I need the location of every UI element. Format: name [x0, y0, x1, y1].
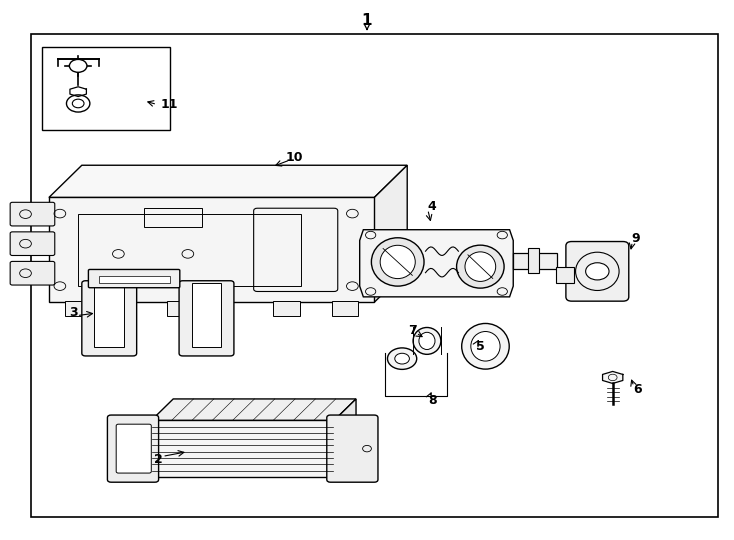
Polygon shape: [374, 165, 407, 302]
FancyBboxPatch shape: [10, 261, 55, 285]
Ellipse shape: [380, 245, 415, 279]
FancyBboxPatch shape: [10, 232, 55, 255]
Ellipse shape: [465, 252, 495, 281]
Text: 2: 2: [154, 453, 163, 465]
Bar: [98, 276, 170, 284]
Polygon shape: [603, 372, 623, 383]
FancyBboxPatch shape: [10, 202, 55, 226]
Bar: [78, 214, 301, 286]
Bar: [42, 47, 170, 130]
Bar: [556, 267, 574, 284]
Text: 6: 6: [633, 383, 642, 396]
Circle shape: [586, 263, 609, 280]
Bar: [144, 208, 203, 227]
Ellipse shape: [462, 323, 509, 369]
FancyBboxPatch shape: [116, 424, 151, 473]
Polygon shape: [70, 87, 87, 97]
Text: 9: 9: [632, 232, 640, 245]
Ellipse shape: [371, 238, 424, 286]
FancyBboxPatch shape: [107, 415, 159, 482]
FancyBboxPatch shape: [192, 284, 222, 347]
Bar: [332, 301, 358, 316]
Bar: [65, 301, 91, 316]
FancyBboxPatch shape: [94, 284, 124, 347]
Circle shape: [388, 348, 417, 369]
Circle shape: [70, 59, 87, 72]
FancyBboxPatch shape: [566, 241, 629, 301]
FancyBboxPatch shape: [327, 415, 378, 482]
Circle shape: [73, 99, 84, 108]
Bar: [167, 301, 194, 316]
Text: 5: 5: [476, 340, 484, 353]
Text: 1: 1: [362, 13, 372, 28]
Text: 3: 3: [69, 307, 77, 320]
Bar: [513, 253, 557, 269]
Ellipse shape: [419, 332, 435, 349]
Ellipse shape: [413, 327, 441, 354]
Text: 7: 7: [408, 323, 417, 336]
Polygon shape: [360, 230, 513, 297]
Bar: [528, 248, 539, 273]
Circle shape: [395, 353, 410, 364]
Circle shape: [67, 95, 90, 112]
Polygon shape: [151, 399, 356, 421]
Ellipse shape: [470, 332, 500, 361]
Bar: [273, 301, 299, 316]
Text: 8: 8: [429, 394, 437, 407]
Text: 11: 11: [161, 98, 178, 111]
Polygon shape: [49, 165, 407, 198]
Polygon shape: [334, 399, 356, 477]
FancyBboxPatch shape: [81, 281, 137, 356]
FancyBboxPatch shape: [179, 281, 234, 356]
Ellipse shape: [457, 245, 504, 288]
Text: 10: 10: [285, 151, 302, 164]
Bar: [49, 198, 374, 302]
Text: 4: 4: [427, 200, 436, 213]
Bar: [151, 421, 334, 477]
FancyBboxPatch shape: [88, 269, 180, 288]
